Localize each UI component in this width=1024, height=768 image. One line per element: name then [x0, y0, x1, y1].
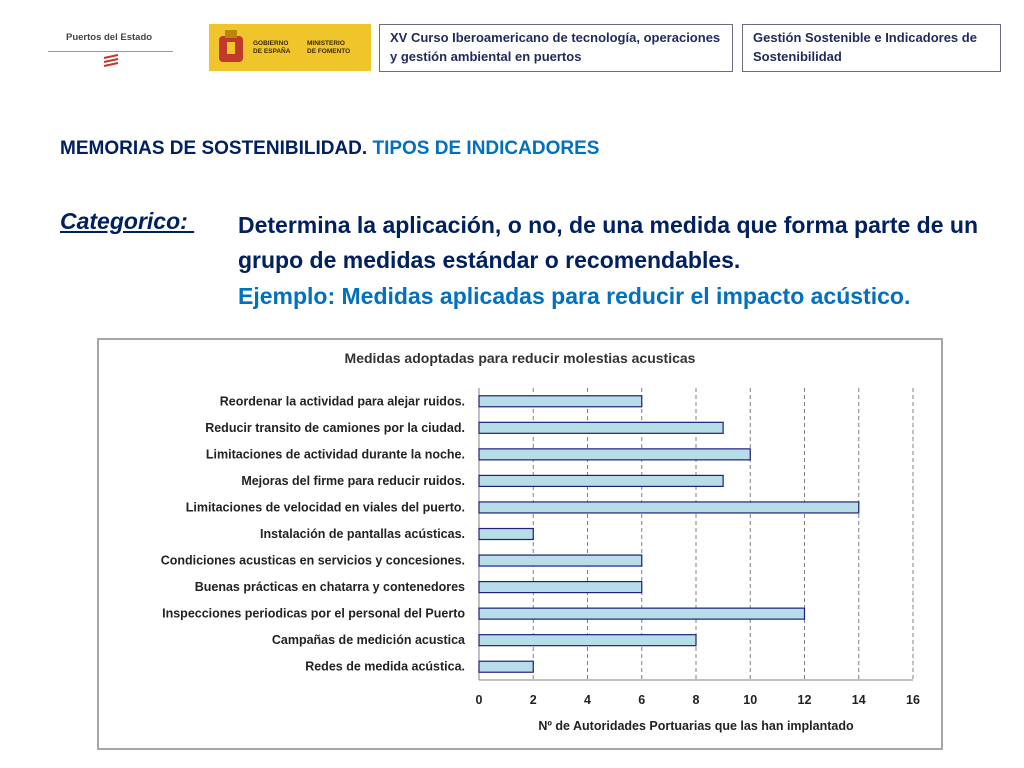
category-label: Condiciones acusticas en servicios y con… — [161, 554, 465, 568]
bar — [478, 554, 643, 567]
category-label: Campañas de medición acustica — [272, 633, 466, 647]
slide-title-part1: MEMORIAS DE SOSTENIBILIDAD. — [60, 138, 368, 159]
bar — [478, 527, 534, 541]
pde-mark-icon — [103, 54, 119, 67]
logo-divider — [48, 51, 173, 52]
course-title-box: XV Curso Iberoamericano de tecnología, o… — [379, 24, 733, 72]
logo-gobierno-text: GOBIERNO DE ESPAÑA — [253, 40, 291, 55]
slide-title-part2: TIPOS DE INDICADORES — [372, 138, 600, 159]
bar — [478, 421, 724, 434]
x-tick-label: 16 — [906, 693, 920, 707]
x-tick-label: 14 — [852, 693, 866, 707]
category-label: Categorico: — [60, 208, 195, 234]
chart-frame: Medidas adoptadas para reducir molestias… — [97, 338, 943, 750]
category-description: Determina la aplicación, o no, de una me… — [238, 212, 978, 273]
bar — [478, 580, 643, 594]
category-label: Inspecciones periodicas por el personal … — [162, 607, 465, 621]
logo-ministerio-text: MINISTERIO DE FOMENTO — [307, 40, 351, 55]
bar — [478, 501, 860, 514]
x-tick-label: 8 — [693, 693, 700, 707]
category-label: Redes de medida acústica. — [305, 660, 465, 674]
gobierno-espana-logo: GOBIERNO DE ESPAÑA MINISTERIO DE FOMENTO — [209, 24, 371, 71]
x-tick-label: 4 — [584, 693, 591, 707]
category-label: Instalación de pantallas acústicas. — [260, 527, 465, 541]
x-tick-label: 6 — [638, 693, 645, 707]
bar — [478, 634, 697, 647]
logo-pde-text: Puertos del Estado — [66, 32, 153, 43]
x-tick-label: 12 — [798, 693, 812, 707]
bar — [478, 395, 643, 408]
x-tick-label: 0 — [476, 693, 483, 707]
bar — [478, 660, 534, 673]
bar-chart: Reordenar la actividad para alejar ruido… — [161, 388, 920, 733]
x-tick-label: 10 — [743, 693, 757, 707]
bar — [478, 607, 806, 620]
category-label: Reordenar la actividad para alejar ruido… — [220, 394, 465, 408]
bar — [478, 474, 724, 488]
category-label: Limitaciones de velocidad en viales del … — [186, 500, 465, 514]
category-label: Mejoras del firme para reducir ruidos. — [241, 474, 465, 488]
slide-title: MEMORIAS DE SOSTENIBILIDAD. TIPOS DE IND… — [60, 138, 599, 160]
category-label: Buenas prácticas en chatarra y contenedo… — [195, 580, 465, 594]
coat-of-arms-icon — [219, 30, 243, 62]
chart-title: Medidas adoptadas para reducir molestias… — [344, 350, 696, 366]
module-title-box: Gestión Sostenible e Indicadores de Sost… — [742, 24, 1001, 72]
bar — [478, 448, 751, 461]
puertos-del-estado-logo: Puertos del Estado — [48, 26, 173, 67]
x-axis-title: Nº de Autoridades Portuarias que las han… — [538, 719, 854, 733]
example-text: Ejemplo: Medidas aplicadas para reducir … — [238, 283, 911, 309]
category-label: Reducir transito de camiones por la ciud… — [205, 421, 465, 435]
category-label: Limitaciones de actividad durante la noc… — [206, 447, 465, 461]
x-tick-label: 2 — [530, 693, 537, 707]
